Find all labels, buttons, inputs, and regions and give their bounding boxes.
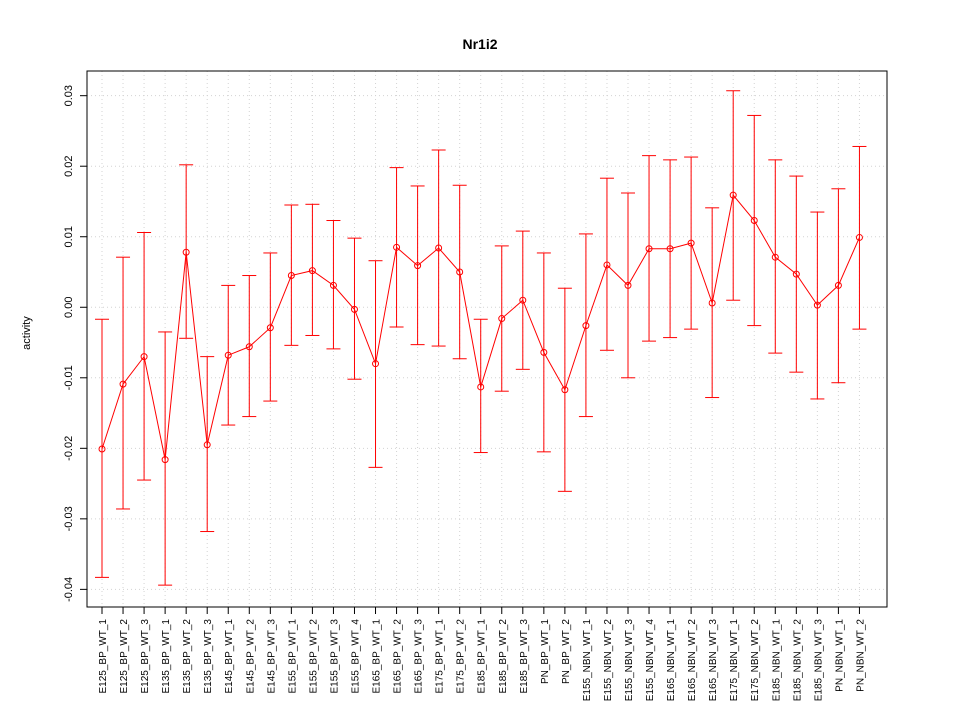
data-point [435, 244, 443, 252]
x-tick-label: PN_NBN_WT_2 [855, 619, 866, 692]
y-tick-label: -0.04 [63, 577, 75, 602]
data-point [624, 281, 632, 289]
x-tick-label: E125_BP_WT_1 [98, 619, 109, 694]
data-point [582, 322, 590, 330]
data-point [266, 324, 274, 332]
x-tick-label: E155_NBN_WT_2 [603, 619, 614, 702]
x-tick-label: E155_BP_WT_4 [350, 619, 361, 694]
series-line [101, 193, 860, 460]
x-tick-label: E165_BP_WT_2 [393, 619, 404, 694]
data-point [708, 299, 716, 307]
x-tick-label: E135_BP_WT_3 [203, 619, 214, 694]
x-tick-label: E175_NBN_WT_2 [750, 619, 761, 702]
x-tick-label: E175_NBN_WT_1 [729, 619, 740, 702]
x-tick-label: E165_NBN_WT_1 [666, 619, 677, 702]
x-axis: E125_BP_WT_1 E125_BP_WT_2 E125_BP_WT_3 E135… [98, 606, 866, 702]
x-tick-label: E125_BP_WT_3 [140, 619, 151, 694]
data-point [161, 456, 169, 464]
x-tick-label: E185_BP_WT_3 [519, 619, 530, 694]
data-point [561, 386, 569, 394]
data-point [119, 380, 127, 388]
chart-title: Nr1i2 [462, 36, 497, 52]
x-tick-label: PN_NBN_WT_1 [834, 619, 845, 692]
x-tick-label: E185_BP_WT_2 [498, 619, 509, 694]
data-point [666, 245, 674, 253]
y-tick-label: -0.01 [63, 365, 75, 390]
x-tick-label: E185_NBN_WT_1 [771, 619, 782, 702]
data-point [750, 217, 758, 225]
x-tick-label: E155_BP_WT_3 [329, 619, 340, 694]
data-point [855, 233, 863, 241]
data-point [729, 191, 737, 199]
data-point [519, 296, 527, 304]
x-tick-label: E165_NBN_WT_2 [687, 619, 698, 702]
y-tick-label: 0.03 [63, 85, 75, 106]
y-tick-label: -0.03 [63, 506, 75, 531]
x-tick-label: E165_BP_WT_3 [414, 619, 425, 694]
x-tick-label: E165_NBN_WT_3 [708, 619, 719, 702]
y-axis: -0.04 -0.03 -0.02 -0.01 0.00 0.01 0.02 0.03 [63, 85, 88, 602]
data-point [182, 248, 190, 256]
y-tick-label: 0.00 [63, 297, 75, 318]
data-point [477, 383, 485, 391]
x-tick-label: E155_BP_WT_2 [308, 619, 319, 694]
data-point [792, 270, 800, 278]
data-point [393, 243, 401, 251]
x-tick-label: E135_BP_WT_2 [182, 619, 193, 694]
x-tick-label: E185_NBN_WT_3 [813, 619, 824, 702]
y-tick-label: 0.02 [63, 155, 75, 176]
y-tick-label: 0.01 [63, 226, 75, 247]
x-tick-label: PN_BP_WT_1 [540, 619, 551, 684]
x-tick-label: E145_BP_WT_3 [266, 619, 277, 694]
data-point [329, 281, 337, 289]
x-tick-label: E155_NBN_WT_3 [624, 619, 635, 702]
data-point [414, 262, 422, 270]
data-point [308, 267, 316, 275]
x-tick-label: E145_BP_WT_2 [245, 619, 256, 694]
x-tick-label: E155_BP_WT_1 [287, 619, 298, 694]
x-tick-label: E125_BP_WT_2 [119, 619, 130, 694]
x-tick-label: E175_BP_WT_2 [456, 619, 467, 694]
x-tick-label: E175_BP_WT_1 [435, 619, 446, 694]
x-tick-label: PN_BP_WT_2 [561, 619, 572, 684]
x-tick-label: E135_BP_WT_1 [161, 619, 172, 694]
points-layer [98, 191, 863, 464]
data-point [771, 253, 779, 261]
data-point [98, 445, 106, 453]
error-bars-layer [95, 90, 867, 586]
data-point [603, 261, 611, 269]
y-axis-label: activity [21, 316, 33, 350]
data-point [372, 360, 380, 368]
data-point [287, 272, 295, 280]
data-point [645, 245, 653, 253]
x-tick-label: E165_BP_WT_1 [372, 619, 383, 694]
x-tick-label: E185_BP_WT_1 [477, 619, 488, 694]
x-tick-label: E145_BP_WT_1 [224, 619, 235, 694]
data-point [245, 343, 253, 351]
data-point [540, 348, 548, 356]
x-tick-label: E155_NBN_WT_4 [645, 619, 656, 702]
data-point [224, 351, 232, 359]
data-point [687, 239, 695, 247]
data-point [456, 268, 464, 276]
x-tick-label: E185_NBN_WT_2 [792, 619, 803, 702]
y-tick-label: -0.02 [63, 436, 75, 461]
data-point [140, 353, 148, 361]
data-point [498, 315, 506, 323]
data-point [203, 441, 211, 449]
x-tick-label: E155_NBN_WT_1 [582, 619, 593, 702]
data-point [813, 301, 821, 309]
data-point [834, 281, 842, 289]
data-point [350, 305, 358, 313]
